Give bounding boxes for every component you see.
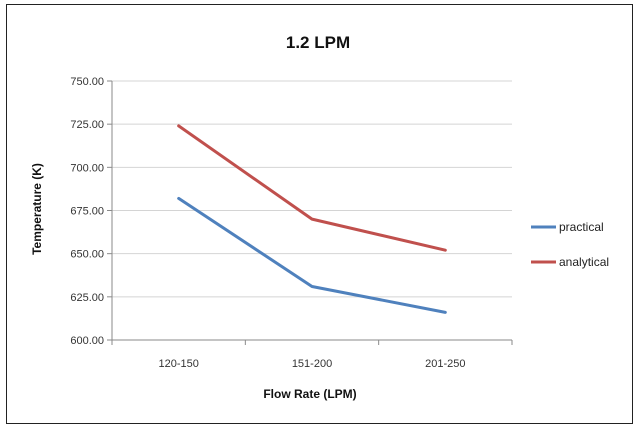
y-tick-label: 675.00 (70, 206, 104, 218)
x-tick-label: 151-200 (292, 358, 332, 370)
chart-title: 1.2 LPM (286, 33, 350, 52)
legend: practical analytical (531, 220, 609, 269)
legend-label-practical: practical (559, 220, 604, 234)
y-tick-label: 725.00 (70, 119, 104, 131)
series-line-analytical (177, 124, 447, 252)
series-lines (177, 124, 447, 314)
y-axis-title: Temperature (K) (30, 163, 44, 255)
y-tick-label: 625.00 (70, 292, 104, 304)
x-tick-label: 120-150 (158, 358, 198, 370)
y-tick-label: 700.00 (70, 162, 104, 174)
y-tick-label: 750.00 (70, 76, 104, 88)
x-tick-label: 201-250 (425, 358, 465, 370)
chart-frame (6, 4, 633, 424)
legend-label-analytical: analytical (559, 255, 609, 269)
x-tick-labels: 120-150 151-200 201-250 (158, 358, 465, 370)
y-tick-label: 650.00 (70, 249, 104, 261)
axes (107, 80, 513, 345)
gridlines (112, 80, 512, 298)
series-line-practical (177, 196, 447, 314)
x-axis-title: Flow Rate (LPM) (263, 387, 356, 401)
y-tick-label: 600.00 (70, 335, 104, 347)
y-tick-labels: 600.00 625.00 650.00 675.00 700.00 725.00 750.… (70, 76, 104, 347)
